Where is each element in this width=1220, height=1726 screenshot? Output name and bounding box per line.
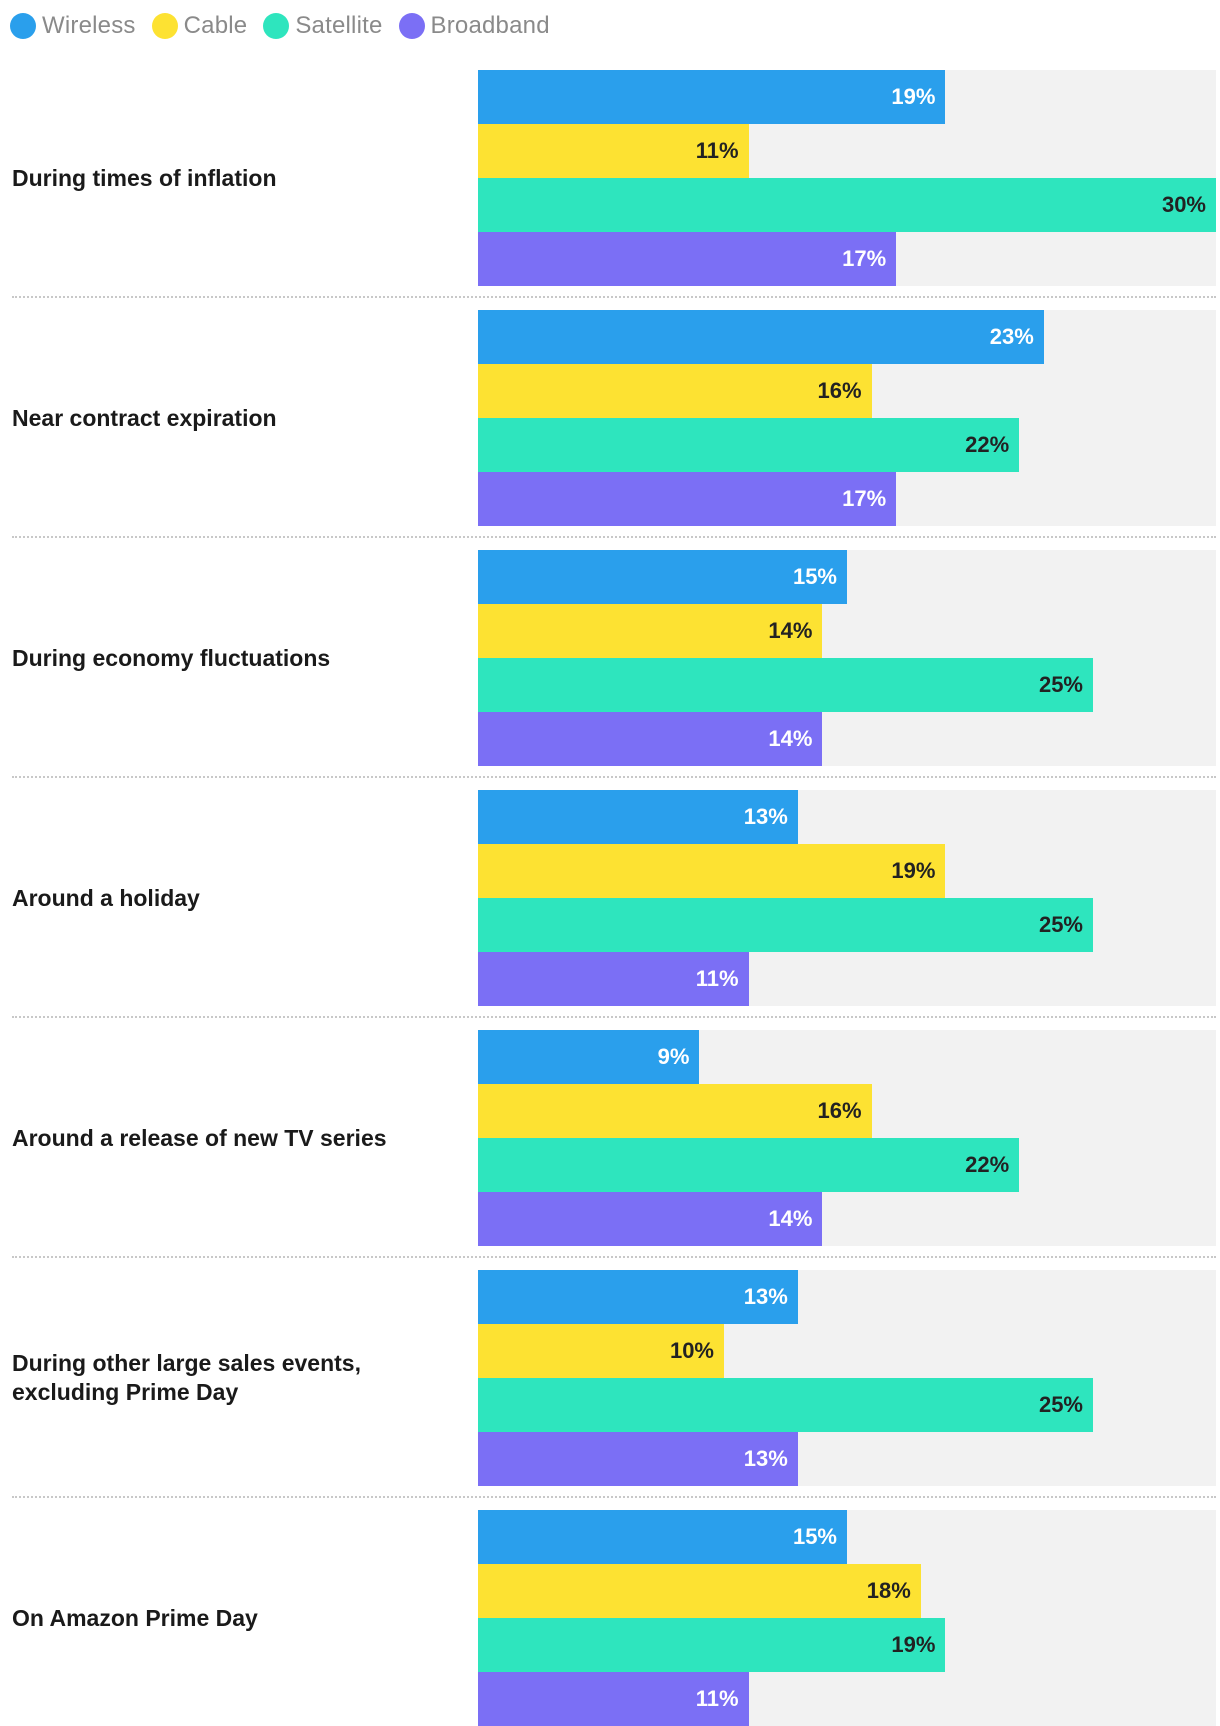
bar-satellite [478,658,1093,712]
bar-wireless [478,70,946,124]
bar-broadband [478,712,823,766]
legend-swatch [263,13,290,39]
category-label: On Amazon Prime Day [12,1604,258,1631]
category-label: During economy fluctuations [12,644,331,671]
group-divider [12,536,1216,538]
bar-satellite [478,898,1093,952]
bar-broadband [478,472,897,526]
bar-cable [478,844,946,898]
bar-cable [478,1324,724,1378]
legend-swatch [10,13,36,39]
bar-cable [478,1564,921,1618]
bar-value-label: 19% [891,1632,936,1657]
bar-value-label: 17% [842,486,887,511]
legend-label: Cable [183,12,248,39]
category-label: Around a release of new TV series [12,1124,387,1151]
bar-cable [478,364,872,418]
category-label: During times of inflation [12,164,277,191]
legend-item-satellite: Satellite [263,12,382,40]
bar-cable [478,124,749,178]
bar-broadband [478,1672,749,1726]
bar-value-label: 13% [743,1284,788,1309]
bar-cable [478,1084,872,1138]
bar-wireless [478,1270,798,1324]
bar-value-label: 14% [768,726,813,751]
bar-satellite [478,1138,1020,1192]
chart-legend: Wireless Cable Satellite Broadband [10,10,566,42]
bar-satellite [478,418,1020,472]
bar-broadband [478,232,897,286]
group-divider [12,1256,1216,1258]
bar-value-label: 15% [792,564,837,589]
bar-value-label: 23% [989,324,1034,349]
legend-swatch [151,13,178,39]
legend-item-broadband: Broadband [398,12,550,40]
bar-value-label: 9% [657,1044,690,1069]
bar-value-label: 11% [695,1686,739,1711]
legend-swatch [398,13,425,39]
bar-satellite [478,1378,1093,1432]
bar-wireless [478,550,847,604]
bar-value-label: 11% [695,138,739,163]
category-label: During other large sales events, excludi… [12,1350,361,1405]
legend-label: Satellite [295,12,383,39]
bar-broadband [478,1192,823,1246]
bar-value-label: 25% [1038,672,1083,697]
bar-value-label: 25% [1038,1392,1083,1417]
bar-value-label: 22% [965,432,1010,457]
bar-value-label: 13% [743,804,788,829]
category-label: Near contract expiration [12,404,277,431]
bar-value-label: 11% [695,966,739,991]
bar-value-label: 17% [842,246,887,271]
group-divider [12,776,1216,778]
bar-satellite [478,178,1216,232]
bar-wireless [478,1030,700,1084]
category-label: Around a holiday [12,884,200,911]
bar-broadband [478,952,749,1006]
bar-value-label: 14% [768,1206,813,1231]
legend-item-cable: Cable [151,12,248,40]
bar-value-label: 30% [1161,192,1206,217]
bar-wireless [478,790,798,844]
bar-value-label: 19% [891,858,936,883]
bar-satellite [478,1618,946,1672]
group-divider [12,1496,1216,1498]
bar-value-label: 18% [866,1578,911,1603]
bar-cable [478,604,823,658]
group-divider [12,296,1216,298]
legend-label: Broadband [430,12,550,39]
bar-wireless [478,310,1044,364]
bar-value-label: 10% [669,1338,714,1363]
legend-label: Wireless [42,12,136,39]
bar-value-label: 25% [1038,912,1083,937]
bar-value-label: 13% [743,1446,788,1471]
legend-item-wireless: Wireless [10,12,136,40]
bar-wireless [478,1510,847,1564]
group-divider [12,1016,1216,1018]
bar-broadband [478,1432,798,1486]
bar-value-label: 15% [792,1524,837,1549]
bar-value-label: 14% [768,618,813,643]
bar-value-label: 16% [817,1098,862,1123]
bar-value-label: 16% [817,378,862,403]
bar-value-label: 19% [891,84,936,109]
bar-value-label: 22% [965,1152,1010,1177]
